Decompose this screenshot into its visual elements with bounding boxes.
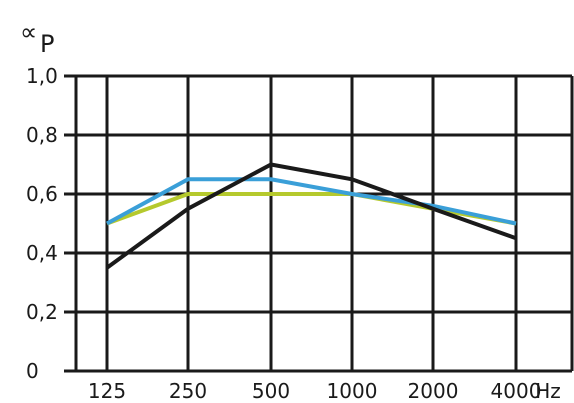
series-line-1 (106, 177, 517, 226)
y-tick-label-3: 0,6 (26, 182, 58, 206)
y-axis-symbol: ∝ (20, 18, 37, 46)
y-tick-label-0: 0 (26, 359, 39, 383)
x-tick-label-0: 125 (88, 379, 126, 403)
series-lines (105, 162, 517, 270)
x-unit-label: Hz (535, 379, 561, 403)
y-tick-label-1: 0,2 (26, 300, 58, 324)
x-tick-label-1: 250 (169, 379, 207, 403)
y-tick-label-5: 1,0 (26, 64, 58, 88)
y-tick-label-4: 0,8 (26, 123, 58, 147)
series-line-2 (105, 162, 517, 270)
x-tick-label-3: 1000 (327, 379, 378, 403)
y-axis-subscript: P (40, 30, 54, 58)
x-tick-label-4: 2000 (408, 379, 459, 403)
x-tick-label-2: 500 (252, 379, 290, 403)
series-line-0 (106, 192, 517, 226)
grid (64, 74, 574, 373)
x-tick-label-5: 4000 (491, 379, 542, 403)
y-tick-label-2: 0,4 (26, 241, 58, 265)
